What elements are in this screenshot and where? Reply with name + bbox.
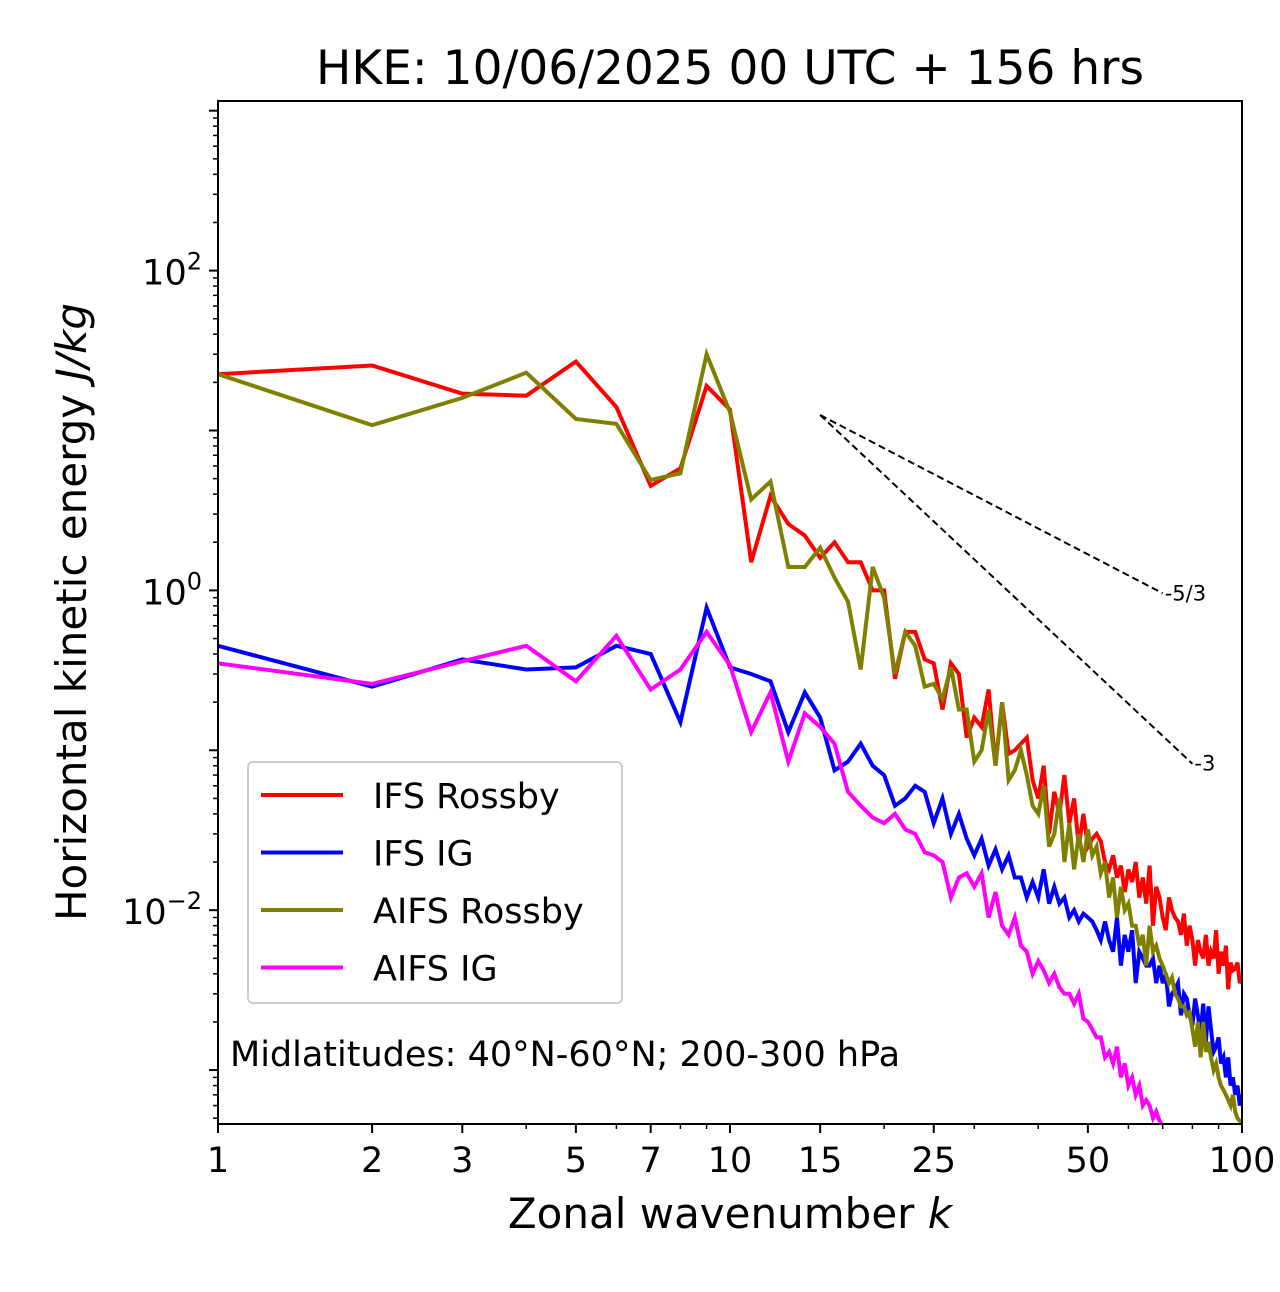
x-tick-label: 3 [451,1141,473,1181]
legend-label-ifs-rossby: IFS Rossby [373,777,560,817]
legend-items: IFS Rossby IFS IG AIFS Rossby AIFS IG [261,777,584,990]
x-tick-label: 25 [911,1141,956,1181]
series-line-aifs-rossby [218,347,1242,1124]
reference-label--3: -3 [1194,752,1215,776]
series-layer [218,347,1242,1124]
x-tick-label: 50 [1066,1141,1111,1181]
x-tick-label: 100 [1209,1141,1276,1181]
chart-title: HKE: 10/06/2025 00 UTC + 156 hrs [316,41,1144,96]
y-axis-label-text: Horizontal kinetic energy [47,394,96,921]
y-tick-label: 102 [142,248,202,294]
region-annotation: Midlatitudes: 40°N-60°N; 200-300 hPa [230,1035,900,1075]
x-axis-ticks: 1 2 3 5 7 10 15 25 50 100 [207,1124,1276,1181]
legend-label-aifs-ig: AIFS IG [373,950,498,990]
reference-line--5-3 [819,414,1164,595]
x-axis-label-var: k [928,1189,954,1238]
reference-line--3 [819,414,1194,765]
y-tick-label: 10−2 [122,887,202,933]
reference-label--5-3: -5/3 [1165,581,1206,605]
legend-box [247,761,623,1004]
legend-label-ifs-ig: IFS IG [373,835,474,875]
x-tick-label: 1 [207,1141,229,1181]
x-tick-label: 2 [361,1141,383,1181]
y-axis-ticks: 102 100 10−2 [122,109,218,1119]
x-axis-label: Zonal wavenumber k [508,1189,954,1238]
y-axis-label: Horizontal kinetic energy J/kg [47,303,96,921]
x-axis-label-text: Zonal wavenumber [508,1189,915,1238]
x-tick-label: 7 [640,1141,662,1181]
legend-label-aifs-rossby: AIFS Rossby [373,892,584,932]
reference-slope-lines [819,414,1194,765]
series-line-aifs-ig [218,628,1165,1124]
x-tick-label: 10 [708,1141,753,1181]
series-line-ifs-ig [218,600,1242,1106]
y-tick-label: 100 [142,567,202,613]
legend: IFS Rossby IFS IG AIFS Rossby AIFS IG [247,761,623,1004]
y-axis-label-unit: J/kg [47,303,96,388]
x-tick-label: 15 [798,1141,843,1181]
x-tick-label: 5 [565,1141,587,1181]
reference-slope-labels: -5/3 -3 [1165,581,1216,775]
